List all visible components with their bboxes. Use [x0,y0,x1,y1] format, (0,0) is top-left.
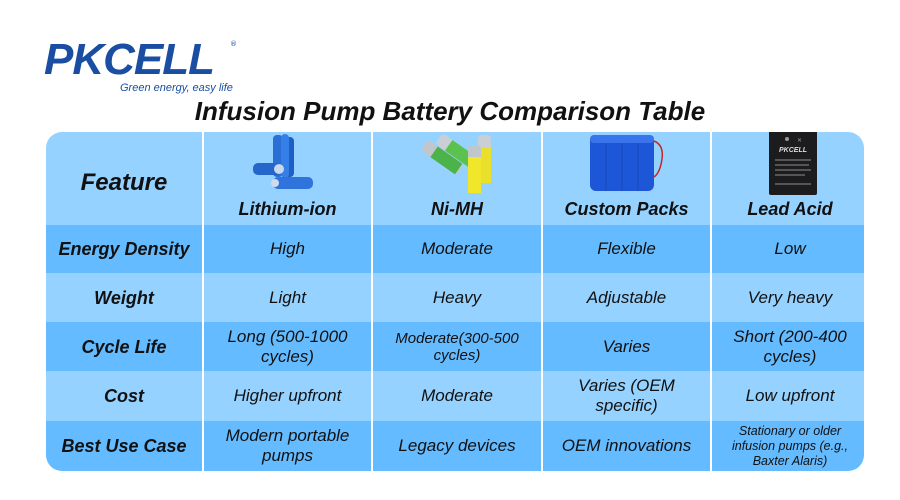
battery-pack-icon [582,133,672,195]
nimh-batteries-icon [412,133,502,195]
row-label-weight: Weight [46,273,202,322]
header-ni-mh: Ni-MH [373,132,541,225]
table-cell: Low upfront [712,371,864,421]
table-cell: Short (200-400 cycles) [712,322,864,371]
table-cell: Varies [543,322,710,371]
row-label-cost: Cost [46,371,202,421]
row-label-cycle-life: Cycle Life [46,322,202,371]
header-lithium-ion: Lithium-ion [204,132,371,225]
table-cell: Adjustable [543,273,710,322]
header-lead-acid: ✕ PKCELL Lead Acid [712,132,864,225]
row-label-best-use-case: Best Use Case [46,421,202,471]
comparison-table: Feature Lithium-ion [46,132,864,471]
lead-acid-battery-icon: ✕ PKCELL [745,132,835,195]
page-title: Infusion Pump Battery Comparison Table [194,96,706,126]
logo-wordmark: PKCELL [44,35,215,84]
svg-text:PKCELL: PKCELL [779,147,807,154]
registered-mark: ® [230,40,237,48]
table-cell: Varies (OEM specific) [543,371,710,421]
table-cell: Higher upfront [204,371,371,421]
table-cell: Light [204,273,371,322]
row-label-energy-density: Energy Density [46,225,202,273]
svg-text:✕: ✕ [797,137,802,144]
table-cell: Moderate [373,225,541,273]
table-cell: Long (500-1000 cycles) [204,322,371,371]
table-cell: Low [712,225,864,273]
table-cell: Moderate(300-500 cycles) [373,322,541,371]
table-cell: High [204,225,371,273]
column-label: Ni-MH [431,199,483,219]
column-label: Lithium-ion [238,199,337,219]
table-cell: Stationary or older infusion pumps (e.g.… [712,421,864,471]
lithium-cells-icon [243,133,333,195]
table-cell: Modern portable pumps [204,421,371,471]
table-cell: Legacy devices [373,421,541,471]
header-feature: Feature [46,132,202,225]
logo-tagline: Green energy, easy life [120,82,233,94]
table-cell: Very heavy [712,273,864,322]
column-label: Custom Packs [564,199,689,219]
pkcell-logo: PKCELL ® Green energy, easy life [44,38,244,98]
column-label: Lead Acid [747,199,833,219]
table-cell: Moderate [373,371,541,421]
table-cell: Heavy [373,273,541,322]
header-custom-packs: Custom Packs [543,132,710,225]
table-cell: Flexible [543,225,710,273]
table-cell: OEM innovations [543,421,710,471]
